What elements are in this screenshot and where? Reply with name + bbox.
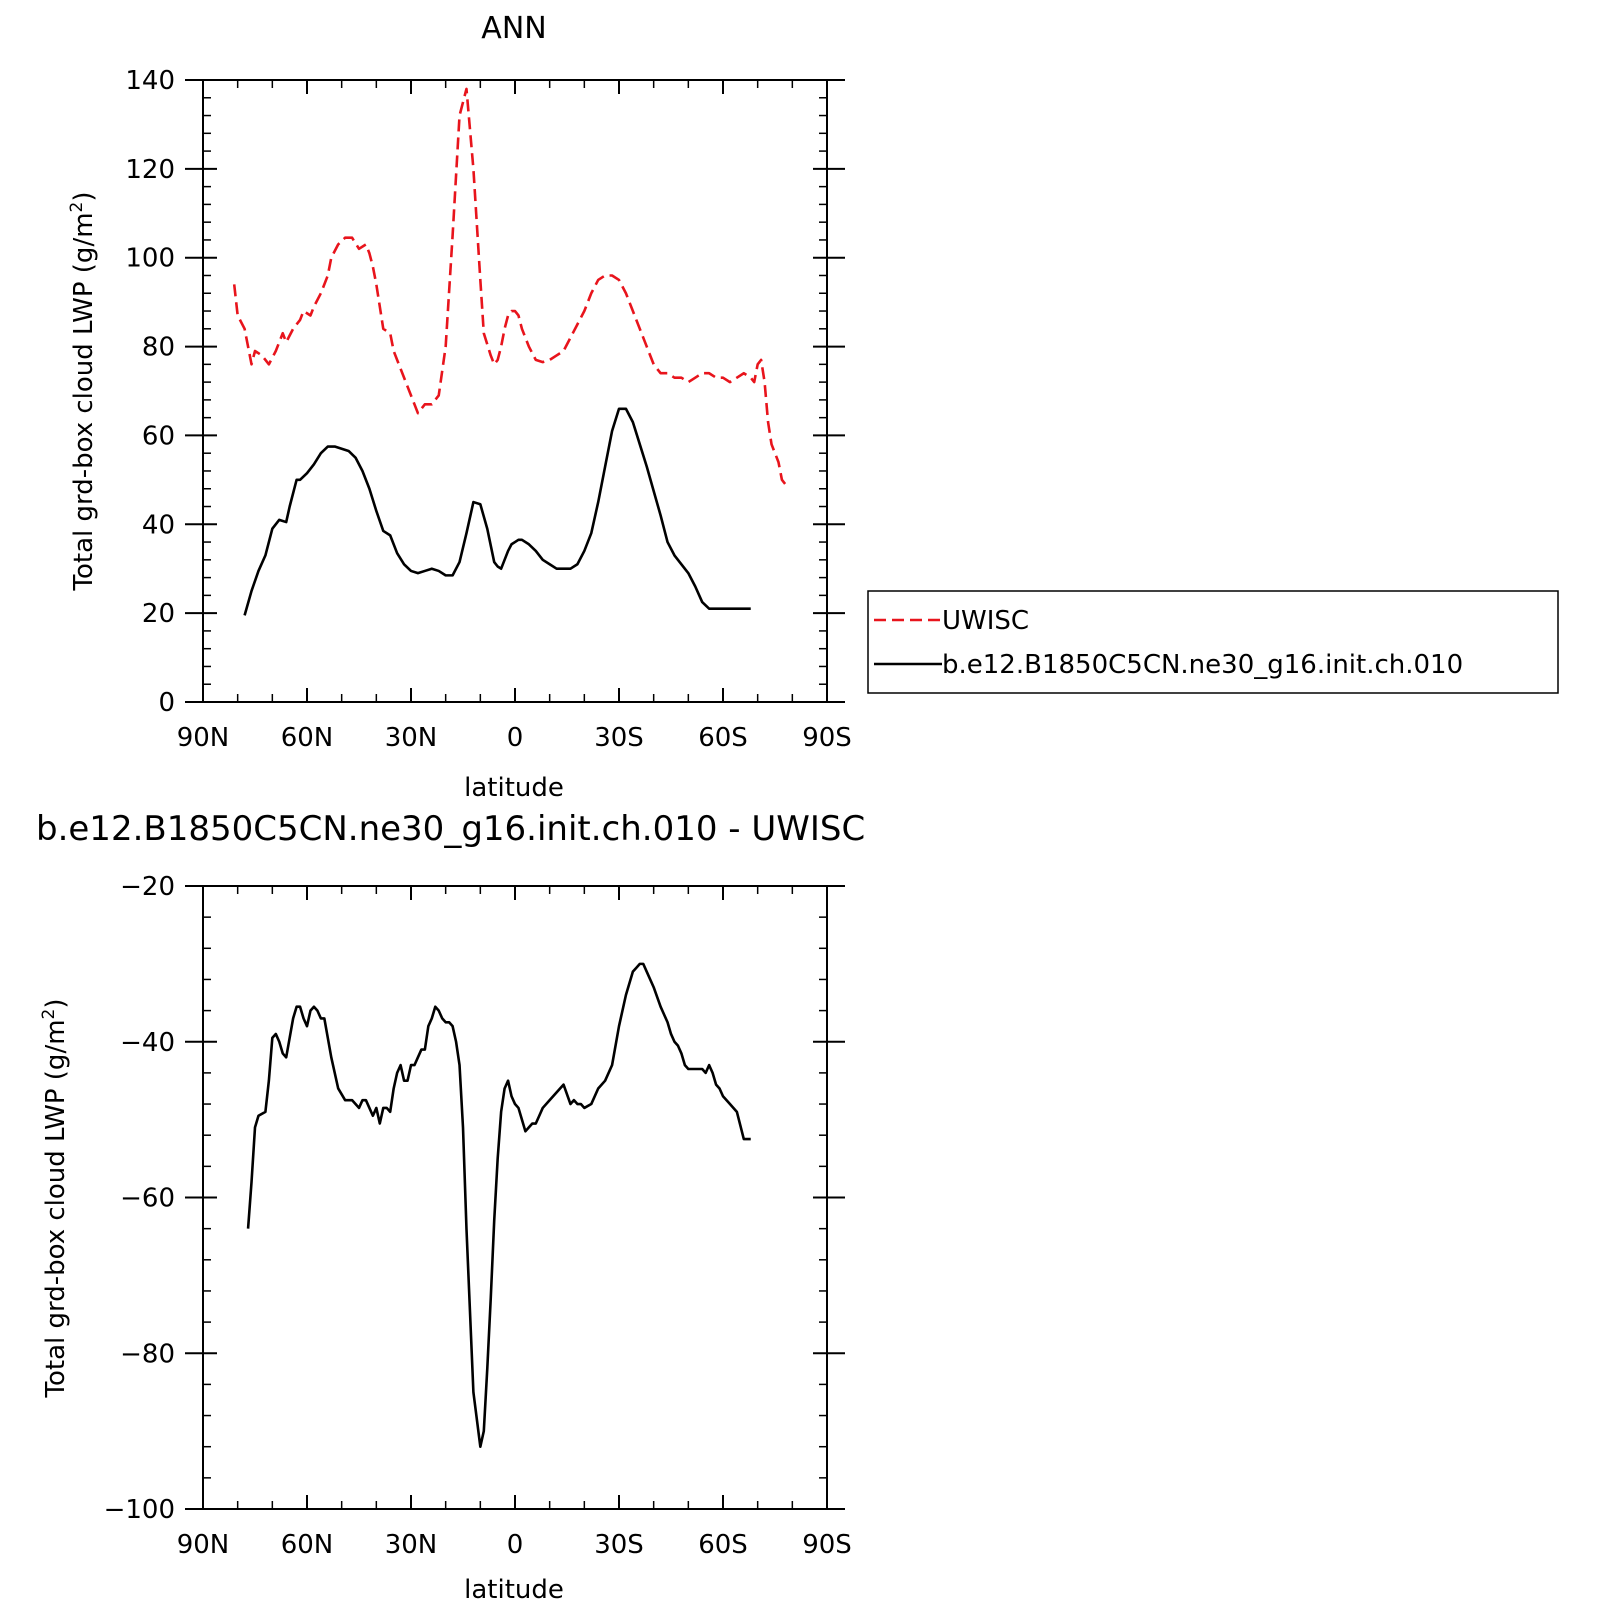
x-tick-label: 30N [385, 723, 438, 753]
series-line-model [243, 407, 751, 616]
x-tick-label: 0 [507, 723, 524, 753]
y-tick-label: 40 [142, 510, 175, 540]
y-tick-label: −100 [104, 1495, 175, 1525]
x-axis-label-bottom: latitude [464, 1575, 564, 1603]
x-tick-label: 30S [594, 1530, 644, 1560]
y-tick-label: 20 [142, 599, 175, 629]
y-tick-label: −80 [120, 1339, 175, 1369]
x-tick-label: 0 [507, 1530, 524, 1560]
panel-ann: ANN 90N 60N 30N 0 30S 60S 90S 0 20 40 60 80 100 120 14… [67, 11, 1559, 803]
x-tick-label: 30N [385, 1530, 438, 1560]
y-tick-label: 100 [125, 244, 175, 274]
y-axis-label-bottom: Total grd-box cloud LWP (g/m2) [39, 998, 71, 1398]
plot-area-top [232, 87, 787, 616]
series-line-difference [246, 962, 751, 1448]
legend: UWISC b.e12.B1850C5CN.ne30_g16.init.ch.0… [867, 590, 1559, 694]
y-tick-label: 80 [142, 333, 175, 363]
legend-label-uwisc: UWISC [942, 606, 1029, 636]
chart-title-difference: b.e12.B1850C5CN.ne30_g16.init.ch.010 - U… [36, 809, 865, 849]
x-tick-label: 90S [802, 1530, 852, 1560]
x-tick-label: 90S [802, 723, 852, 753]
y-tick-label: 140 [125, 66, 175, 96]
x-tick-label: 60N [281, 1530, 334, 1560]
y-tick-label: 120 [125, 155, 175, 185]
y-axis-label-top: Total grd-box cloud LWP (g/m2) [67, 191, 99, 591]
y-tick-label: −20 [120, 872, 175, 902]
panel-difference: b.e12.B1850C5CN.ne30_g16.init.ch.010 - U… [36, 809, 865, 1603]
plot-frame-bottom [202, 885, 828, 1510]
legend-label-model: b.e12.B1850C5CN.ne30_g16.init.ch.010 [942, 650, 1463, 680]
y-tick-label: −40 [120, 1028, 175, 1058]
x-axis-label-top: latitude [464, 773, 564, 803]
chart-title: ANN [481, 11, 546, 46]
x-tick-label: 90N [177, 723, 230, 753]
legend-box [867, 590, 1559, 694]
x-tick-label: 60S [698, 1530, 748, 1560]
y-tick-label: −60 [120, 1184, 175, 1214]
axis-ticks-bottom: 90N 60N 30N 0 30S 60S 90S −100 −80 −60 −40 −20 [104, 872, 852, 1560]
series-line-uwisc [232, 87, 787, 486]
axis-ticks-top: 90N 60N 30N 0 30S 60S 90S 0 20 40 60 80 100 120 140 [125, 66, 851, 753]
x-tick-label: 60N [281, 723, 334, 753]
y-tick-label: 0 [158, 688, 175, 718]
x-tick-label: 30S [594, 723, 644, 753]
plot-area-bottom [246, 962, 751, 1448]
x-tick-label: 60S [698, 723, 748, 753]
x-tick-label: 90N [177, 1530, 230, 1560]
y-tick-label: 60 [142, 421, 175, 451]
